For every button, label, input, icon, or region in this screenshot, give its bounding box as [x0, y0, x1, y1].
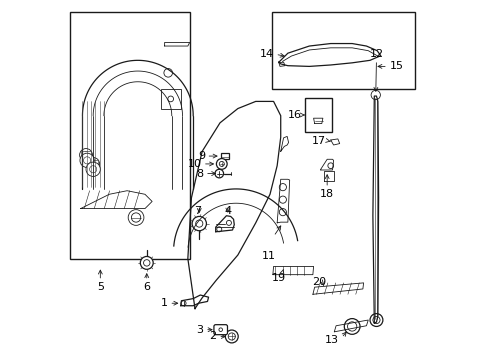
Circle shape [168, 96, 173, 102]
Bar [161, 89, 181, 109]
Bar [88, 165, 98, 174]
Circle shape [279, 196, 287, 203]
Circle shape [86, 162, 100, 176]
Circle shape [192, 216, 206, 231]
Bar [82, 156, 93, 165]
Circle shape [347, 322, 357, 331]
Circle shape [144, 260, 150, 266]
Bar [81, 152, 91, 158]
Circle shape [219, 328, 222, 332]
Text: 15: 15 [390, 62, 404, 71]
Text: 17: 17 [312, 136, 326, 146]
Text: 20: 20 [312, 277, 326, 287]
Circle shape [217, 227, 222, 232]
Text: 16: 16 [288, 110, 302, 120]
Bar [89, 160, 98, 167]
Text: 14: 14 [260, 49, 274, 59]
Text: 19: 19 [272, 273, 286, 283]
Circle shape [90, 161, 97, 167]
Bar [305, 98, 332, 132]
Circle shape [373, 316, 380, 324]
Bar [220, 153, 228, 159]
Text: 4: 4 [224, 206, 231, 216]
Circle shape [374, 60, 387, 73]
Circle shape [90, 166, 97, 173]
Text: 11: 11 [262, 251, 276, 261]
Text: 5: 5 [97, 282, 104, 292]
Circle shape [83, 152, 89, 158]
Circle shape [370, 314, 383, 327]
Text: 7: 7 [194, 206, 201, 216]
Circle shape [225, 330, 238, 343]
Circle shape [79, 149, 93, 161]
Circle shape [377, 63, 384, 70]
Circle shape [164, 68, 172, 77]
Text: 1: 1 [161, 298, 168, 308]
Text: 18: 18 [320, 189, 334, 199]
FancyBboxPatch shape [214, 325, 227, 335]
Circle shape [131, 213, 141, 222]
Circle shape [228, 333, 235, 340]
Text: 8: 8 [196, 168, 203, 179]
Text: 10: 10 [187, 159, 201, 169]
Circle shape [80, 153, 94, 167]
Bar [272, 12, 415, 89]
Circle shape [217, 158, 227, 169]
Text: 6: 6 [143, 282, 150, 292]
Circle shape [220, 161, 224, 166]
Circle shape [87, 157, 99, 170]
Circle shape [313, 105, 323, 115]
Circle shape [226, 220, 231, 225]
Circle shape [316, 108, 321, 113]
Circle shape [328, 163, 334, 168]
Circle shape [181, 301, 186, 306]
Circle shape [128, 210, 144, 225]
Text: 2: 2 [209, 332, 217, 342]
Circle shape [279, 184, 287, 191]
Circle shape [196, 220, 203, 227]
Circle shape [83, 157, 91, 164]
Circle shape [371, 90, 380, 100]
Text: 3: 3 [196, 325, 203, 335]
Circle shape [344, 319, 360, 334]
Circle shape [279, 208, 287, 216]
Circle shape [140, 256, 153, 269]
Circle shape [215, 169, 223, 178]
Text: 9: 9 [198, 151, 205, 161]
Bar [70, 12, 190, 258]
Text: 12: 12 [369, 49, 384, 59]
Text: 13: 13 [324, 335, 339, 345]
